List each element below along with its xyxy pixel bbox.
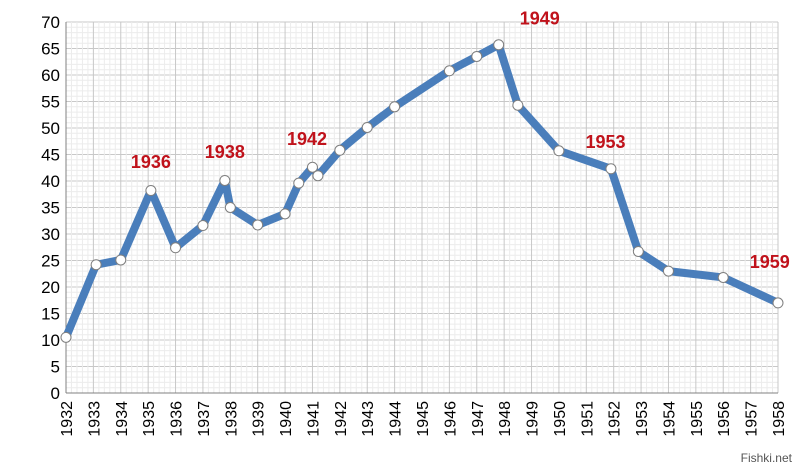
x-tick-label: 1954 xyxy=(661,401,678,437)
annotation-label: 1938 xyxy=(205,142,245,162)
data-point xyxy=(60,331,72,343)
annotation-label: 1959 xyxy=(750,252,790,272)
data-point xyxy=(312,170,324,182)
data-point xyxy=(145,185,157,197)
y-tick-label: 15 xyxy=(41,305,60,324)
data-point xyxy=(632,245,644,257)
x-tick-label: 1938 xyxy=(223,401,240,437)
annotation-label: 1942 xyxy=(287,129,327,149)
data-point xyxy=(772,297,784,309)
x-tick-label: 1957 xyxy=(744,401,761,437)
data-point xyxy=(197,220,209,232)
x-tick-label: 1934 xyxy=(114,401,131,437)
y-tick-label: 5 xyxy=(51,358,60,377)
data-point xyxy=(306,161,318,173)
x-tick-label: 1942 xyxy=(333,401,350,437)
y-tick-label: 25 xyxy=(41,252,60,271)
annotation-label: 1949 xyxy=(520,9,560,29)
x-tick-label: 1941 xyxy=(305,401,322,437)
series-line xyxy=(62,40,782,342)
x-tick-label: 1950 xyxy=(552,401,569,437)
x-tick-label: 1952 xyxy=(607,401,624,437)
x-tick-label: 1949 xyxy=(525,401,542,437)
grid xyxy=(65,21,779,394)
x-tick-label: 1953 xyxy=(634,401,651,437)
data-markers xyxy=(60,39,784,343)
x-axis-tick-labels: 1932 1933 1934 1935 1936 1937 1938 1939 1940 1941… xyxy=(59,401,788,437)
x-tick-label: 1939 xyxy=(251,401,268,437)
y-tick-label: 60 xyxy=(41,66,60,85)
annotation-label: 1936 xyxy=(131,152,171,172)
x-tick-label: 1946 xyxy=(442,401,459,437)
annotations: 1936 1938 1942 1949 1953 1959 xyxy=(131,9,790,272)
data-point xyxy=(471,50,483,62)
watermark: Fishki.net xyxy=(740,451,792,465)
x-tick-label: 1937 xyxy=(196,401,213,437)
y-tick-label: 20 xyxy=(41,278,60,297)
x-tick-label: 1948 xyxy=(497,401,514,437)
data-point xyxy=(512,99,524,111)
x-tick-label: 1932 xyxy=(59,401,76,437)
data-point xyxy=(334,144,346,156)
data-point xyxy=(605,163,617,175)
y-axis-tick-labels: 0 5 10 15 20 25 30 35 40 45 50 55 60 65 70 xyxy=(41,13,60,403)
data-point xyxy=(115,254,127,266)
data-point xyxy=(493,39,505,51)
x-tick-label: 1944 xyxy=(388,401,405,437)
data-point xyxy=(662,265,674,277)
x-tick-label: 1945 xyxy=(415,401,432,437)
x-tick-label: 1956 xyxy=(716,401,733,437)
x-tick-label: 1958 xyxy=(771,401,788,437)
x-tick-label: 1951 xyxy=(579,401,596,437)
data-point xyxy=(170,242,182,254)
data-point xyxy=(293,177,305,189)
data-point xyxy=(219,174,231,186)
y-tick-label: 45 xyxy=(41,146,60,165)
data-point xyxy=(279,208,291,220)
data-point xyxy=(252,219,264,231)
data-point xyxy=(443,65,455,77)
y-tick-label: 10 xyxy=(41,331,60,350)
y-tick-label: 50 xyxy=(41,119,60,138)
y-tick-label: 35 xyxy=(41,199,60,218)
data-point xyxy=(553,145,565,157)
data-point xyxy=(389,101,401,113)
annotation-label: 1953 xyxy=(585,132,625,152)
y-tick-label: 40 xyxy=(41,172,60,191)
data-series xyxy=(62,40,782,342)
y-tick-label: 70 xyxy=(41,13,60,32)
data-point xyxy=(361,121,373,133)
x-tick-label: 1936 xyxy=(169,401,186,437)
x-tick-label: 1933 xyxy=(86,401,103,437)
y-tick-label: 65 xyxy=(41,40,60,59)
x-tick-label: 1947 xyxy=(470,401,487,437)
y-tick-label: 0 xyxy=(51,384,60,403)
data-point xyxy=(90,259,102,271)
data-point xyxy=(717,271,729,283)
x-tick-label: 1943 xyxy=(360,401,377,437)
x-tick-label: 1935 xyxy=(141,401,158,437)
y-tick-label: 30 xyxy=(41,225,60,244)
x-tick-label: 1940 xyxy=(278,401,295,437)
data-point xyxy=(224,202,236,213)
y-tick-label: 55 xyxy=(41,93,60,112)
x-tick-label: 1955 xyxy=(689,401,706,437)
